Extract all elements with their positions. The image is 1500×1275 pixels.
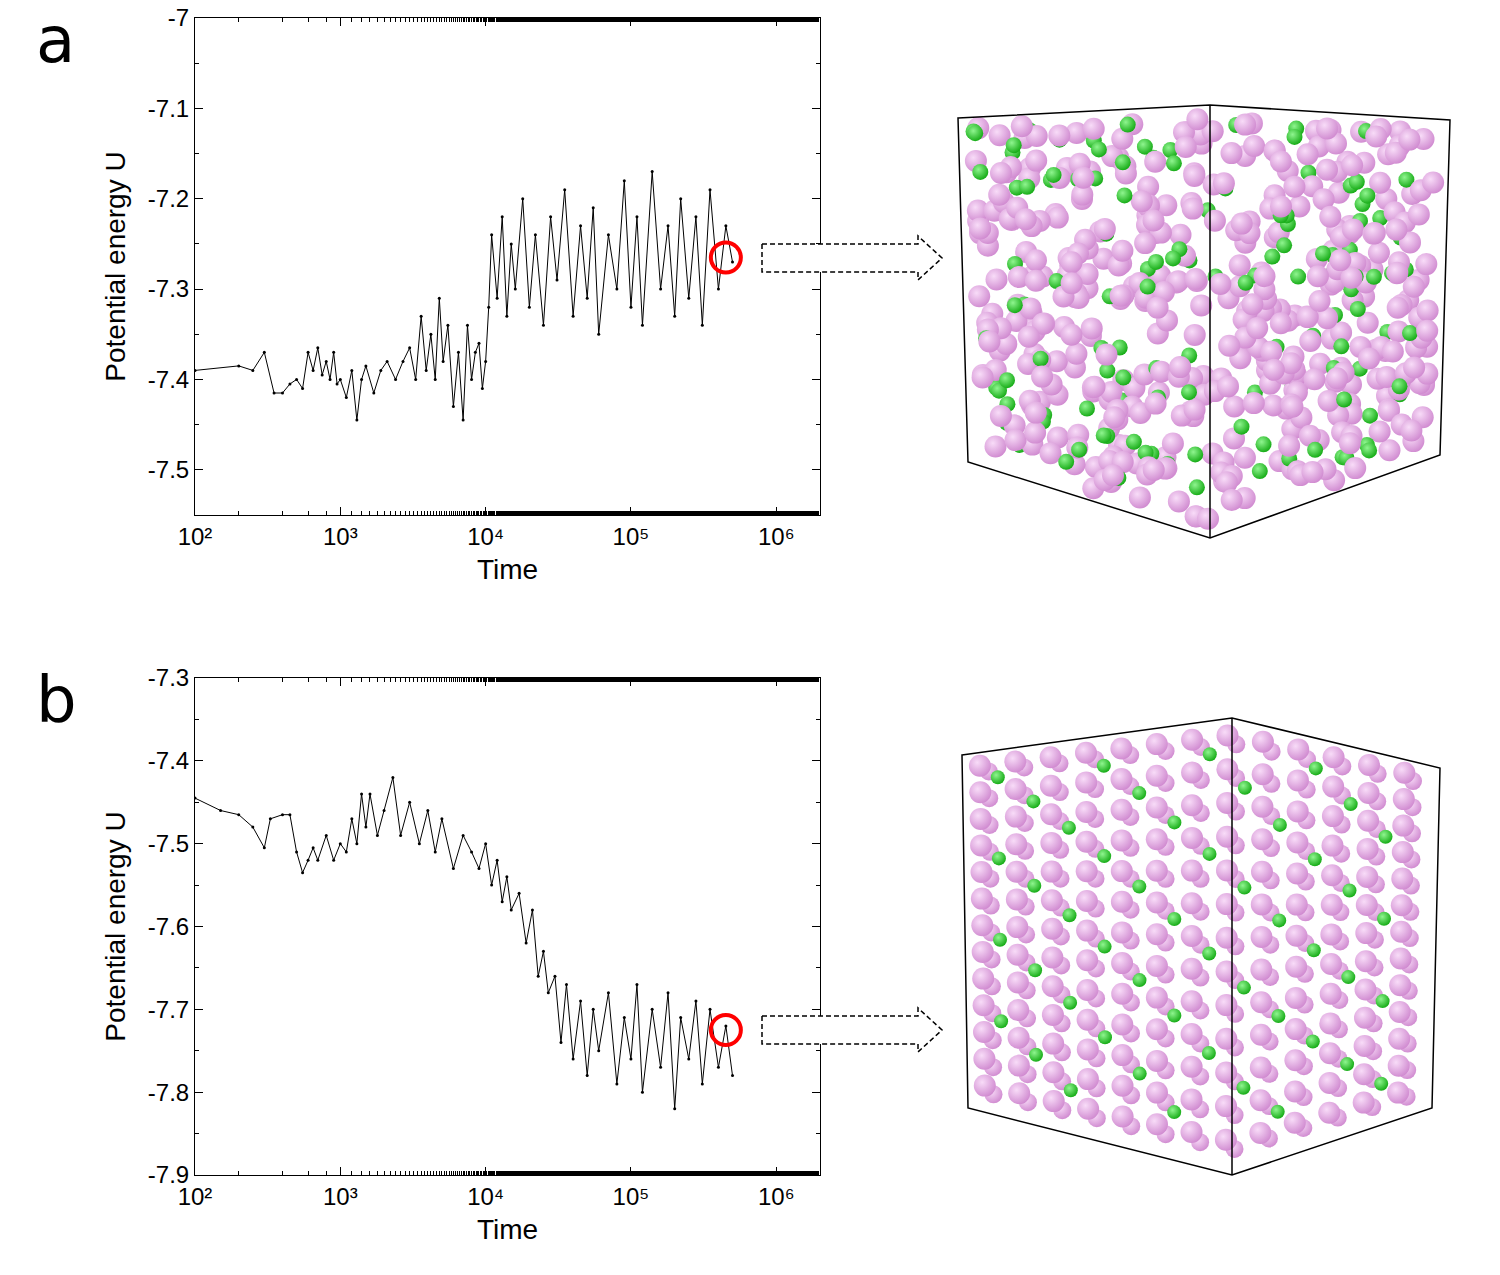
svg-text:-7: -7 [168, 4, 189, 31]
svg-text:-7.2: -7.2 [148, 185, 189, 212]
html-text:a: a [36, 3, 76, 77]
svg-text:Potential energy U: Potential energy U [100, 151, 131, 381]
svg-text:-7.5: -7.5 [148, 456, 189, 483]
svg-text:-7.1: -7.1 [148, 95, 189, 122]
svg-text:Potential energy U: Potential energy U [100, 811, 131, 1041]
svg-text:-7.4: -7.4 [148, 366, 189, 393]
svg-text:10²: 10² [178, 1183, 213, 1210]
svg-text:Time: Time [477, 554, 538, 585]
svg-text:10²: 10² [178, 523, 213, 550]
svg-text:Time: Time [477, 1214, 538, 1245]
svg-text:-7.7: -7.7 [148, 996, 189, 1023]
svg-text:-7.9: -7.9 [148, 1161, 189, 1188]
svg-text:-7.6: -7.6 [148, 913, 189, 940]
svg-text:10⁵: 10⁵ [613, 1183, 650, 1210]
svg-text:10⁵: 10⁵ [613, 523, 650, 550]
svg-text:10⁴: 10⁴ [467, 1183, 504, 1210]
html-text:b: b [36, 663, 77, 737]
svg-text:-7.3: -7.3 [148, 664, 189, 691]
svg-text:10⁴: 10⁴ [467, 523, 504, 550]
svg-text:-7.5: -7.5 [148, 830, 189, 857]
svg-text:-7.8: -7.8 [148, 1079, 189, 1106]
svg-text:-7.4: -7.4 [148, 747, 189, 774]
svg-text:10³: 10³ [323, 523, 358, 550]
svg-text:10⁶: 10⁶ [758, 1183, 795, 1210]
svg-text:10⁶: 10⁶ [758, 523, 795, 550]
svg-text:-7.3: -7.3 [148, 275, 189, 302]
svg-text:10³: 10³ [323, 1183, 358, 1210]
